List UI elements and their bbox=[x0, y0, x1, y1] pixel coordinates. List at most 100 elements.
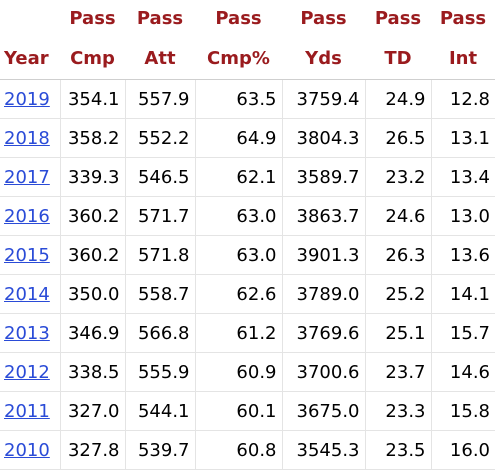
td-cell: 26.5 bbox=[365, 118, 432, 158]
att-cell: 558.7 bbox=[125, 274, 196, 314]
over-header-yds: Pass bbox=[300, 8, 347, 29]
cmp-pct-cell: 62.1 bbox=[195, 157, 283, 197]
att-cell: 539.7 bbox=[125, 430, 196, 470]
cmp-cell: 346.9 bbox=[60, 313, 126, 353]
int-cell: 12.8 bbox=[431, 79, 495, 119]
cmp-cell: 338.5 bbox=[60, 352, 126, 392]
year-cell: 2019 bbox=[0, 79, 61, 119]
year-cell: 2017 bbox=[0, 157, 61, 197]
header-row: Year Cmp Att Cmp% Yds TD Int bbox=[0, 37, 495, 80]
over-header-row: Pass Pass Pass Pass Pass Pass bbox=[0, 0, 495, 37]
int-cell: 13.6 bbox=[431, 235, 495, 275]
att-cell: 566.8 bbox=[125, 313, 196, 353]
cmp-pct-cell: 60.9 bbox=[195, 352, 283, 392]
int-cell: 13.4 bbox=[431, 157, 495, 197]
int-cell: 15.8 bbox=[431, 391, 495, 431]
td-cell: 23.3 bbox=[365, 391, 432, 431]
td-cell: 24.6 bbox=[365, 196, 432, 236]
cmp-cell: 360.2 bbox=[60, 235, 126, 275]
col-header-int[interactable]: Int bbox=[431, 37, 495, 80]
year-link[interactable]: 2018 bbox=[4, 127, 50, 149]
att-cell: 571.8 bbox=[125, 235, 196, 275]
yds-cell: 3545.3 bbox=[282, 430, 366, 470]
year-link[interactable]: 2011 bbox=[4, 400, 50, 422]
int-cell: 13.0 bbox=[431, 196, 495, 236]
year-cell: 2012 bbox=[0, 352, 61, 392]
td-cell: 26.3 bbox=[365, 235, 432, 275]
td-cell: 23.7 bbox=[365, 352, 432, 392]
year-cell: 2014 bbox=[0, 274, 61, 314]
year-link[interactable]: 2013 bbox=[4, 322, 50, 344]
td-cell: 25.2 bbox=[365, 274, 432, 314]
int-cell: 16.0 bbox=[431, 430, 495, 470]
year-link[interactable]: 2019 bbox=[4, 88, 50, 110]
year-cell: 2015 bbox=[0, 235, 61, 275]
col-header-td[interactable]: TD bbox=[365, 37, 431, 80]
over-header-cmp: Pass bbox=[69, 8, 116, 29]
table-row: 2010 327.8 539.7 60.8 3545.3 23.5 16.0 bbox=[0, 430, 495, 470]
year-link[interactable]: 2017 bbox=[4, 166, 50, 188]
over-header-cmp-pct: Pass bbox=[215, 8, 262, 29]
year-cell: 2018 bbox=[0, 118, 61, 158]
year-link[interactable]: 2015 bbox=[4, 244, 50, 266]
cmp-pct-cell: 60.8 bbox=[195, 430, 283, 470]
table-row: 2017 339.3 546.5 62.1 3589.7 23.2 13.4 bbox=[0, 157, 495, 197]
int-cell: 15.7 bbox=[431, 313, 495, 353]
table-row: 2015 360.2 571.8 63.0 3901.3 26.3 13.6 bbox=[0, 235, 495, 275]
cmp-pct-cell: 62.6 bbox=[195, 274, 283, 314]
cmp-pct-cell: 64.9 bbox=[195, 118, 283, 158]
cmp-pct-cell: 61.2 bbox=[195, 313, 283, 353]
yds-cell: 3863.7 bbox=[282, 196, 366, 236]
table-row: 2019 354.1 557.9 63.5 3759.4 24.9 12.8 bbox=[0, 79, 495, 119]
att-cell: 546.5 bbox=[125, 157, 196, 197]
cmp-cell: 360.2 bbox=[60, 196, 126, 236]
yds-cell: 3589.7 bbox=[282, 157, 366, 197]
table-row: 2018 358.2 552.2 64.9 3804.3 26.5 13.1 bbox=[0, 118, 495, 158]
cmp-cell: 327.0 bbox=[60, 391, 126, 431]
table-row: 2013 346.9 566.8 61.2 3769.6 25.1 15.7 bbox=[0, 313, 495, 353]
col-header-year[interactable]: Year bbox=[0, 37, 60, 80]
col-header-yds[interactable]: Yds bbox=[282, 37, 365, 80]
year-cell: 2010 bbox=[0, 430, 61, 470]
yds-cell: 3700.6 bbox=[282, 352, 366, 392]
yds-cell: 3759.4 bbox=[282, 79, 366, 119]
td-cell: 23.5 bbox=[365, 430, 432, 470]
td-cell: 25.1 bbox=[365, 313, 432, 353]
att-cell: 552.2 bbox=[125, 118, 196, 158]
year-link[interactable]: 2010 bbox=[4, 439, 50, 461]
over-header-blank bbox=[0, 0, 60, 37]
cmp-pct-cell: 60.1 bbox=[195, 391, 283, 431]
table-row: 2014 350.0 558.7 62.6 3789.0 25.2 14.1 bbox=[0, 274, 495, 314]
cmp-cell: 358.2 bbox=[60, 118, 126, 158]
over-header-att: Pass bbox=[136, 8, 184, 29]
int-cell: 13.1 bbox=[431, 118, 495, 158]
col-header-cmp-pct[interactable]: Cmp% bbox=[195, 37, 282, 80]
cmp-pct-cell: 63.5 bbox=[195, 79, 283, 119]
table-row: 2016 360.2 571.7 63.0 3863.7 24.6 13.0 bbox=[0, 196, 495, 236]
year-link[interactable]: 2016 bbox=[4, 205, 50, 227]
year-link[interactable]: 2012 bbox=[4, 361, 50, 383]
year-link[interactable]: 2014 bbox=[4, 283, 50, 305]
over-header-td: Pass bbox=[374, 8, 422, 29]
int-cell: 14.6 bbox=[431, 352, 495, 392]
att-cell: 571.7 bbox=[125, 196, 196, 236]
year-cell: 2016 bbox=[0, 196, 61, 236]
yds-cell: 3789.0 bbox=[282, 274, 366, 314]
td-cell: 24.9 bbox=[365, 79, 432, 119]
cmp-cell: 339.3 bbox=[60, 157, 126, 197]
int-cell: 14.1 bbox=[431, 274, 495, 314]
yds-cell: 3804.3 bbox=[282, 118, 366, 158]
td-cell: 23.2 bbox=[365, 157, 432, 197]
year-cell: 2013 bbox=[0, 313, 61, 353]
cmp-pct-cell: 63.0 bbox=[195, 196, 283, 236]
cmp-pct-cell: 63.0 bbox=[195, 235, 283, 275]
cmp-cell: 327.8 bbox=[60, 430, 126, 470]
att-cell: 557.9 bbox=[125, 79, 196, 119]
yds-cell: 3769.6 bbox=[282, 313, 366, 353]
col-header-cmp[interactable]: Cmp bbox=[60, 37, 125, 80]
year-cell: 2011 bbox=[0, 391, 61, 431]
col-header-att[interactable]: Att bbox=[125, 37, 195, 80]
table-row: 2012 338.5 555.9 60.9 3700.6 23.7 14.6 bbox=[0, 352, 495, 392]
over-header-int: Pass bbox=[439, 8, 487, 29]
